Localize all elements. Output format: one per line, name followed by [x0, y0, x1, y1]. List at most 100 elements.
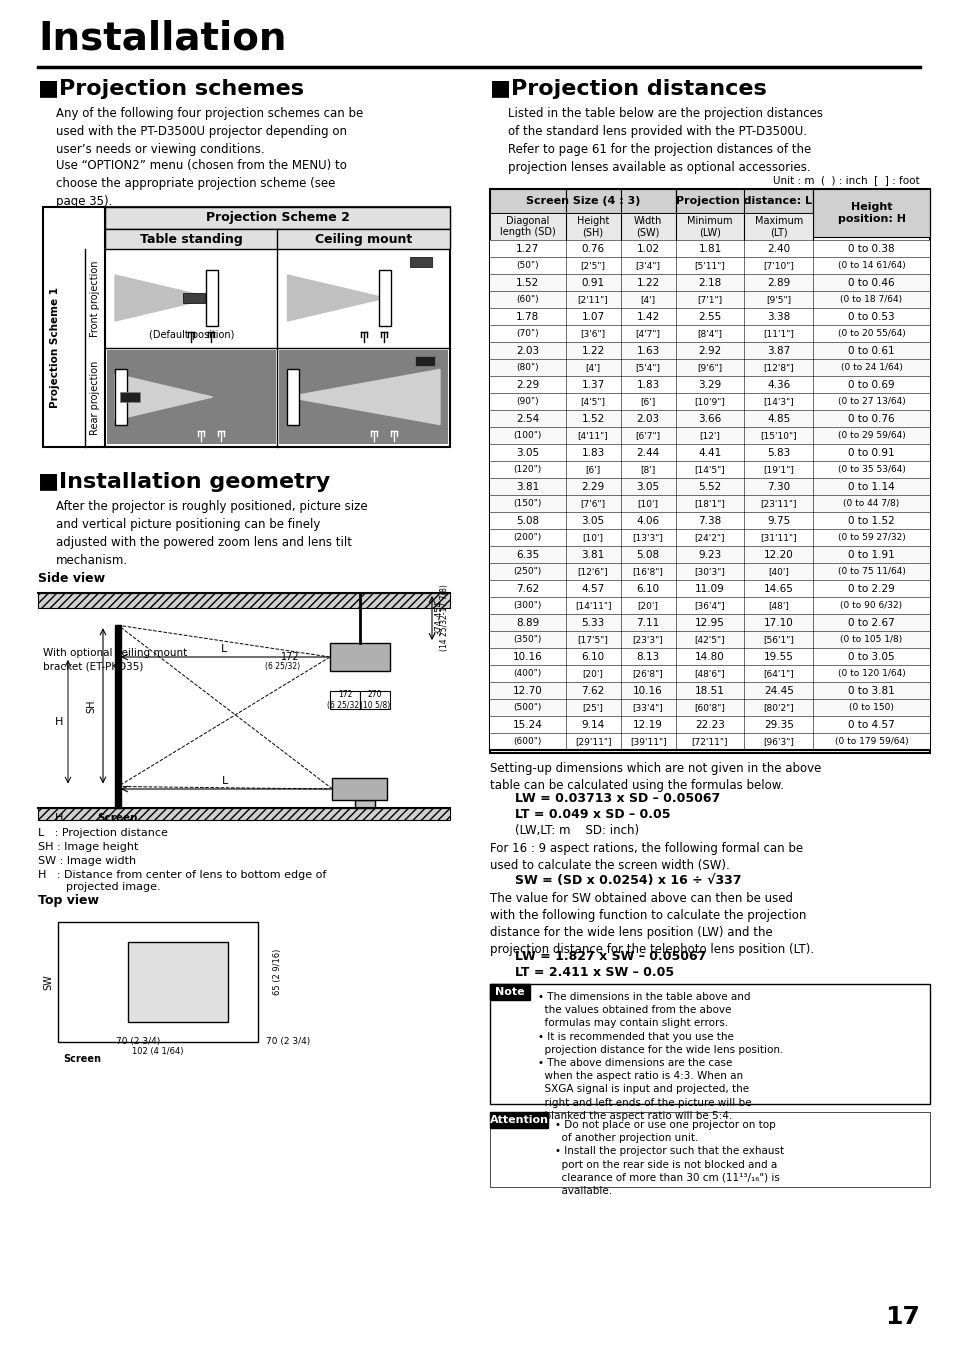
Text: LT = 0.049 x SD – 0.05: LT = 0.049 x SD – 0.05: [515, 808, 670, 822]
Text: 2.54: 2.54: [516, 414, 538, 424]
Text: 15.24: 15.24: [513, 719, 542, 730]
Text: 7.62: 7.62: [581, 685, 604, 696]
Bar: [490, 733, 929, 750]
Bar: [330, 643, 390, 670]
Text: [40']: [40']: [767, 567, 788, 576]
Text: (50"): (50"): [516, 260, 538, 270]
Text: [48']: [48']: [767, 602, 788, 610]
Text: [20']: [20']: [582, 669, 603, 679]
Text: H: H: [54, 812, 63, 823]
Text: Attention: Attention: [489, 1116, 548, 1125]
Bar: [490, 614, 929, 631]
Bar: [490, 716, 929, 733]
Text: [15'10"]: [15'10"]: [760, 430, 796, 440]
Text: [3'4"]: [3'4"]: [635, 260, 659, 270]
Text: 5.52: 5.52: [698, 482, 720, 491]
Text: 1.02: 1.02: [636, 244, 659, 254]
Text: SH: SH: [86, 699, 96, 712]
Text: [12']: [12']: [699, 430, 720, 440]
Text: 1.22: 1.22: [581, 345, 604, 356]
Text: [39'11"]: [39'11"]: [629, 737, 666, 746]
Text: 7.62: 7.62: [516, 584, 538, 594]
Bar: [490, 529, 929, 546]
Text: [2'11"]: [2'11"]: [578, 295, 608, 304]
Bar: [620, 213, 675, 240]
Text: (0 to 150): (0 to 150): [848, 703, 893, 712]
Text: (0 to 90 6/32): (0 to 90 6/32): [840, 602, 902, 610]
Text: [48'6"]: [48'6"]: [694, 669, 724, 679]
Text: [5'4"]: [5'4"]: [635, 363, 659, 372]
Text: L   : Projection distance: L : Projection distance: [38, 828, 168, 838]
Text: LW = 1.827 x SW – 0.05067: LW = 1.827 x SW – 0.05067: [515, 950, 705, 963]
Text: Listed in the table below are the projection distances
of the standard lens prov: Listed in the table below are the projec…: [507, 107, 822, 174]
Text: [19'1"]: [19'1"]: [762, 465, 793, 473]
Text: 3.66: 3.66: [698, 414, 720, 424]
Bar: [38, 594, 450, 608]
Text: 10.16: 10.16: [633, 685, 662, 696]
Bar: [287, 370, 299, 425]
Text: Minimum
(LW): Minimum (LW): [686, 216, 732, 237]
Bar: [812, 189, 929, 236]
Text: 6.10: 6.10: [581, 652, 604, 661]
Text: Projection Scheme 1: Projection Scheme 1: [50, 287, 60, 409]
Text: [29'11"]: [29'11"]: [575, 737, 611, 746]
Bar: [105, 229, 277, 250]
Bar: [490, 665, 929, 683]
Text: Projection distance: L: Projection distance: L: [676, 196, 812, 206]
Text: 3.81: 3.81: [581, 549, 604, 560]
Text: 0 to 1.52: 0 to 1.52: [847, 515, 894, 526]
Text: Front projection: Front projection: [90, 260, 100, 337]
Text: Projection Scheme 2: Projection Scheme 2: [205, 212, 349, 224]
Text: (500"): (500"): [513, 703, 541, 712]
Text: 5.08: 5.08: [516, 515, 538, 526]
Text: • Do not place or use one projector on top
  of another projection unit.
• Insta: • Do not place or use one projector on t…: [555, 1120, 783, 1197]
Text: [6'7"]: [6'7"]: [635, 430, 660, 440]
Bar: [490, 189, 675, 213]
Text: 4.57: 4.57: [581, 584, 604, 594]
Bar: [115, 370, 127, 425]
Text: (14 25/32-17 7/8): (14 25/32-17 7/8): [439, 584, 449, 652]
Text: 0 to 0.61: 0 to 0.61: [847, 345, 894, 356]
Bar: [355, 800, 375, 808]
Text: [96'3"]: [96'3"]: [762, 737, 793, 746]
Text: Unit : m  (  ) : inch  [  ] : foot: Unit : m ( ) : inch [ ] : foot: [773, 175, 919, 185]
Text: ■Installation geometry: ■Installation geometry: [38, 472, 330, 492]
Text: 1.22: 1.22: [636, 278, 659, 287]
Bar: [490, 359, 929, 376]
Polygon shape: [115, 275, 213, 321]
Text: 172: 172: [281, 652, 299, 662]
Text: (400"): (400"): [513, 669, 541, 679]
Text: (0 to 29 59/64): (0 to 29 59/64): [837, 430, 904, 440]
Text: SH : Image height: SH : Image height: [38, 842, 138, 853]
Text: 17: 17: [884, 1304, 919, 1329]
Bar: [490, 1112, 929, 1187]
Text: 14.80: 14.80: [695, 652, 724, 661]
Text: 102 (4 1/64): 102 (4 1/64): [132, 1047, 184, 1056]
Bar: [490, 240, 929, 258]
Text: 1.07: 1.07: [581, 312, 604, 321]
Text: 3.81: 3.81: [516, 482, 538, 491]
Text: 1.83: 1.83: [636, 379, 659, 390]
Bar: [415, 356, 435, 366]
Text: (0 to 105 1/8): (0 to 105 1/8): [840, 635, 902, 643]
Text: [12'8"]: [12'8"]: [762, 363, 793, 372]
Text: 5.08: 5.08: [636, 549, 659, 560]
Text: L: L: [222, 776, 228, 786]
Text: [9'6"]: [9'6"]: [697, 363, 721, 372]
Text: 1.52: 1.52: [516, 278, 538, 287]
Text: 2.92: 2.92: [698, 345, 720, 356]
Text: [30'3"]: [30'3"]: [694, 567, 724, 576]
Text: Table standing: Table standing: [140, 232, 242, 246]
Bar: [105, 206, 450, 229]
Text: (0 to 44 7/8): (0 to 44 7/8): [842, 499, 899, 509]
Bar: [490, 1112, 547, 1128]
Text: 18.51: 18.51: [695, 685, 724, 696]
Text: (0 to 75 11/64): (0 to 75 11/64): [837, 567, 904, 576]
Text: 172
(6 25/32): 172 (6 25/32): [327, 691, 362, 710]
Text: 2.29: 2.29: [581, 482, 604, 491]
Text: 9.75: 9.75: [766, 515, 789, 526]
Text: Height
position: H: Height position: H: [837, 201, 904, 224]
Bar: [333, 778, 387, 800]
Text: 3.87: 3.87: [766, 345, 789, 356]
Text: [10']: [10']: [637, 499, 658, 509]
